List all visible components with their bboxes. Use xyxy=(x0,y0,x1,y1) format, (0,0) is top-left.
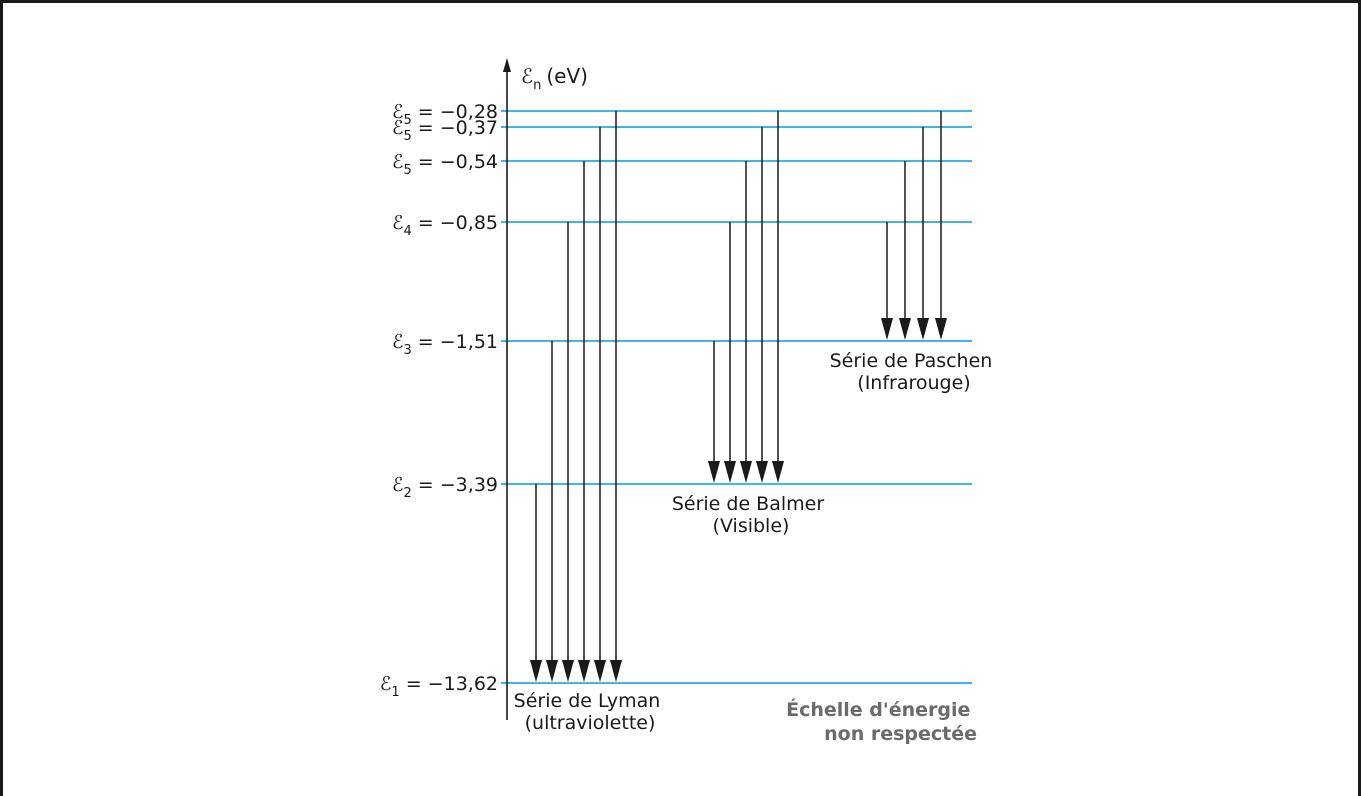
level-value: = −0,37 xyxy=(412,117,498,139)
level-value: = −0,85 xyxy=(412,212,498,234)
transition-arrowhead-lyman xyxy=(562,660,574,682)
series-labels: Série de Lyman (ultraviolette) Série de … xyxy=(514,350,999,734)
energy-axis-arrowhead xyxy=(503,58,511,72)
transition-arrowhead-balmer xyxy=(708,461,720,483)
level-value: = −0,28 xyxy=(412,101,498,123)
axis-unit: (eV) xyxy=(546,64,588,88)
level-index: 4 xyxy=(403,224,411,239)
transition-arrowhead-balmer xyxy=(724,461,736,483)
transition-arrowhead-paschen xyxy=(881,318,893,340)
level-value: = −1,51 xyxy=(412,331,498,353)
series-label-lyman: Série de Lyman (ultraviolette) xyxy=(514,690,667,734)
scale-note-line2: non respectée xyxy=(824,723,977,745)
axis-subscript: n xyxy=(533,78,541,93)
transition-arrows xyxy=(530,111,947,682)
level-index: 1 xyxy=(391,685,399,700)
series-range-balmer: (Visible) xyxy=(713,515,790,537)
series-range-paschen: (Infrarouge) xyxy=(857,372,970,394)
level-value: = −3,39 xyxy=(412,474,498,496)
axis-label: ℰn (eV) xyxy=(521,64,588,93)
transition-arrowhead-lyman xyxy=(578,660,590,682)
series-range-lyman: (ultraviolette) xyxy=(525,712,656,734)
energy-level-label: ℰ5 = −0,37 xyxy=(392,117,498,144)
transition-arrowhead-balmer xyxy=(756,461,768,483)
series-name-balmer: Série de Balmer xyxy=(672,493,825,515)
series-label-paschen: Série de Paschen (Infrarouge) xyxy=(830,350,999,394)
series-label-balmer: Série de Balmer (Visible) xyxy=(672,493,830,537)
level-index: 3 xyxy=(403,343,411,358)
energy-axis: ℰn (eV) xyxy=(503,58,588,720)
level-index: 5 xyxy=(403,113,411,128)
transition-arrowhead-paschen xyxy=(899,318,911,340)
transition-arrowhead-balmer xyxy=(740,461,752,483)
level-symbol: ℰ xyxy=(392,101,404,123)
level-symbol: ℰ xyxy=(392,331,404,353)
energy-level-label: ℰ5 = −0,54 xyxy=(392,151,498,178)
level-symbol: ℰ xyxy=(392,151,404,173)
level-value: = −13,62 xyxy=(400,673,498,695)
level-symbol: ℰ xyxy=(392,212,404,234)
energy-level-label: ℰ5 = −0,28 xyxy=(392,101,498,128)
level-symbol: ℰ xyxy=(392,474,404,496)
energy-level-label: ℰ3 = −1,51 xyxy=(392,331,498,358)
transition-arrowhead-paschen xyxy=(917,318,929,340)
transition-arrowhead-balmer xyxy=(772,461,784,483)
level-symbol: ℰ xyxy=(392,117,404,139)
transition-arrowhead-lyman xyxy=(594,660,606,682)
scale-note-line1: Échelle d'énergie xyxy=(786,698,970,721)
transition-arrowhead-paschen xyxy=(935,318,947,340)
level-index: 5 xyxy=(403,129,411,144)
transition-arrowhead-lyman xyxy=(610,660,622,682)
level-index: 5 xyxy=(403,163,411,178)
energy-level-label: ℰ1 = −13,62 xyxy=(380,673,498,700)
level-symbol: ℰ xyxy=(380,673,392,695)
level-index: 2 xyxy=(403,486,411,501)
scale-note: Échelle d'énergie non respectée xyxy=(786,698,977,745)
axis-symbol: ℰ xyxy=(521,64,533,88)
energy-level-label: ℰ2 = −3,39 xyxy=(392,474,498,501)
transition-arrowhead-lyman xyxy=(530,660,542,682)
series-name-lyman: Série de Lyman xyxy=(514,690,661,712)
transition-arrowhead-lyman xyxy=(546,660,558,682)
series-name-paschen: Série de Paschen xyxy=(830,350,993,372)
level-value: = −0,54 xyxy=(412,151,498,173)
energy-level-label: ℰ4 = −0,85 xyxy=(392,212,498,239)
